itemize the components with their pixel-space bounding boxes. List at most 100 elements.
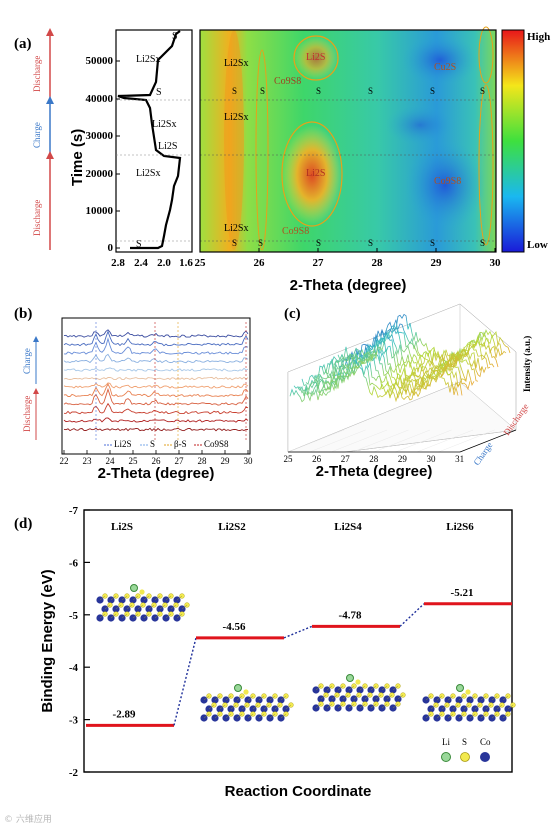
svg-text:S: S xyxy=(430,86,435,96)
b-xtick-label: 22 xyxy=(60,456,69,466)
d-ytick-label: -2 xyxy=(69,767,79,779)
species-label: Li2S4 xyxy=(334,521,362,533)
svg-text:S: S xyxy=(480,238,485,248)
waterfall-trace xyxy=(337,323,507,364)
hm-xtick-26: 26 xyxy=(254,257,266,269)
panel-b-side-arrows xyxy=(33,336,39,440)
c-xticks: 25 26 27 28 29 30 31 xyxy=(284,454,465,464)
svg-text:S: S xyxy=(480,86,485,96)
panel-b-label: (b) xyxy=(14,306,32,322)
b-label-charge: Charge xyxy=(22,348,32,374)
hm-xticks xyxy=(199,248,496,252)
waterfall-trace xyxy=(313,336,483,383)
panel-c-label: (c) xyxy=(284,306,301,322)
hm-xtick-25: 25 xyxy=(195,257,207,269)
xrd-stacked-patterns xyxy=(61,317,251,455)
b-xticks: 22 23 24 25 26 27 28 29 30 xyxy=(60,450,253,466)
watermark: © 六维应用 xyxy=(4,815,52,825)
svg-text:S: S xyxy=(462,737,467,747)
xrd-trace xyxy=(63,427,248,432)
svg-text:Co: Co xyxy=(480,737,491,747)
v-anno-li2s: Li2S xyxy=(158,141,177,152)
vtick-2.4: 2.4 xyxy=(134,257,148,269)
b-xlabel: 2-Theta (degree) xyxy=(98,465,215,482)
adsorption-structure xyxy=(312,674,406,712)
vtick-2.8: 2.8 xyxy=(111,257,125,269)
svg-text:S: S xyxy=(316,86,321,96)
ytick-0: 0 xyxy=(108,242,114,254)
level-connector xyxy=(399,603,425,627)
hm-li2sx-bottom: Li2Sx xyxy=(224,223,248,234)
level-connector xyxy=(173,637,197,726)
label-discharge-top: Discharge xyxy=(32,56,42,92)
species-label: Li2S2 xyxy=(218,521,246,533)
c-zlabel: Intensity (a.u.) xyxy=(522,336,532,392)
xrd-trace xyxy=(63,353,249,364)
v-anno-li2sx-bottom: Li2Sx xyxy=(136,168,160,179)
svg-text:S: S xyxy=(150,439,155,449)
xrd-trace xyxy=(63,382,249,398)
c-xtick-label: 25 xyxy=(284,454,294,464)
energy-value-label: -5.21 xyxy=(451,587,474,599)
xrd-trace xyxy=(63,367,249,372)
svg-text:S: S xyxy=(368,86,373,96)
hm-co9s8-top: Co9S8 xyxy=(274,76,301,87)
v-anno-li2sx-top: Li2Sx xyxy=(136,54,160,65)
panel-a-label: (a) xyxy=(14,36,32,52)
c-xtick-label: 28 xyxy=(369,454,379,464)
svg-text:S: S xyxy=(368,238,373,248)
xrd-3d-waterfall xyxy=(287,303,517,453)
d-ylabel: Binding Energy (eV) xyxy=(39,569,56,712)
b-xtick-label: 26 xyxy=(152,456,162,466)
b-xtick-label: 28 xyxy=(198,456,208,466)
waterfall-trace xyxy=(333,319,503,368)
d-ytick-label: -6 xyxy=(69,557,79,569)
hm-co9s8-mid: Co9S8 xyxy=(434,176,461,187)
hm-li2sx-top: Li2Sx xyxy=(224,58,248,69)
xrd-trace xyxy=(63,330,249,347)
svg-text:S: S xyxy=(316,238,321,248)
ytick-30000: 30000 xyxy=(86,130,114,142)
species-label: Li2S6 xyxy=(446,521,474,533)
operando-xrd-heatmap xyxy=(199,26,497,253)
voltage-time-plot xyxy=(115,29,193,253)
hm-xtick-28: 28 xyxy=(372,257,384,269)
hm-s-markers: S S S S S S S S S S S S xyxy=(232,86,485,248)
energy-value-label: -4.78 xyxy=(339,609,362,621)
hm-co9s8-bottom: Co9S8 xyxy=(282,226,309,237)
hm-li2s-mid: Li2S xyxy=(306,168,325,179)
svg-text:S: S xyxy=(232,238,237,248)
hm-xtick-30: 30 xyxy=(490,257,502,269)
v-anno-s-bottom: S xyxy=(136,239,142,250)
c-xtick-label: 30 xyxy=(427,454,437,464)
vtick-1.6: 1.6 xyxy=(179,257,193,269)
ytick-10000: 10000 xyxy=(86,205,114,217)
svg-text:Li: Li xyxy=(442,737,450,747)
label-charge: Charge xyxy=(32,122,42,148)
hm-li2s-top: Li2S xyxy=(306,52,325,63)
b-xtick-label: 24 xyxy=(106,456,116,466)
v-anno-s-mid: S xyxy=(156,87,162,98)
colorbar xyxy=(501,29,525,253)
xrd-trace xyxy=(63,376,249,381)
b-xtick-label: 29 xyxy=(221,456,231,466)
panel-d-label: (d) xyxy=(14,516,32,532)
d-ytick-label: -5 xyxy=(69,610,79,622)
b-legend: Li2S S β-S Co9S8 xyxy=(104,439,229,449)
waterfall-trace xyxy=(341,313,511,362)
adsorption-structure xyxy=(96,584,190,622)
xrd-trace xyxy=(63,417,249,423)
waterfall-trace xyxy=(293,352,463,400)
energy-value-label: -4.56 xyxy=(223,621,246,633)
c-xlabel: 2-Theta (degree) xyxy=(316,463,433,480)
hm-cu2s-top: Cu2S xyxy=(434,62,456,73)
b-label-discharge: Discharge xyxy=(22,396,32,432)
hm-li2sx-mid: Li2Sx xyxy=(224,112,248,123)
xrd-trace xyxy=(63,329,249,338)
level-connector xyxy=(283,625,313,639)
svg-text:Li2S: Li2S xyxy=(114,439,132,449)
svg-text:Co9S8: Co9S8 xyxy=(204,439,229,449)
svg-text:S: S xyxy=(260,86,265,96)
d-ytick-label: -3 xyxy=(69,715,79,727)
